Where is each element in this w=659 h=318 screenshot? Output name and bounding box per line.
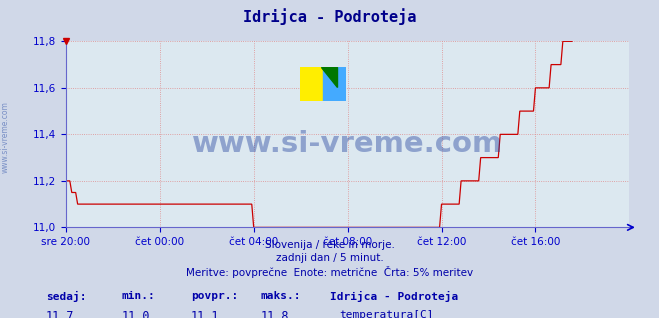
Text: min.:: min.: — [122, 291, 156, 301]
Text: Idrijca - Podroteja: Idrijca - Podroteja — [330, 291, 458, 302]
Text: zadnji dan / 5 minut.: zadnji dan / 5 minut. — [275, 253, 384, 263]
Text: sedaj:: sedaj: — [46, 291, 86, 302]
Text: 11,1: 11,1 — [191, 310, 219, 318]
Text: temperatura[C]: temperatura[C] — [339, 310, 434, 318]
Text: Slovenija / reke in morje.: Slovenija / reke in morje. — [264, 240, 395, 250]
Text: Idrijca - Podroteja: Idrijca - Podroteja — [243, 8, 416, 25]
Text: 11,7: 11,7 — [46, 310, 74, 318]
Polygon shape — [321, 67, 337, 87]
Text: 11,8: 11,8 — [260, 310, 289, 318]
Text: povpr.:: povpr.: — [191, 291, 239, 301]
Bar — [323, 67, 347, 101]
Text: maks.:: maks.: — [260, 291, 301, 301]
Text: www.si-vreme.com: www.si-vreme.com — [192, 130, 503, 158]
Text: Meritve: povprečne  Enote: metrične  Črta: 5% meritev: Meritve: povprečne Enote: metrične Črta:… — [186, 266, 473, 278]
Text: 11,0: 11,0 — [122, 310, 150, 318]
Bar — [300, 67, 323, 101]
Text: www.si-vreme.com: www.si-vreme.com — [1, 101, 10, 173]
